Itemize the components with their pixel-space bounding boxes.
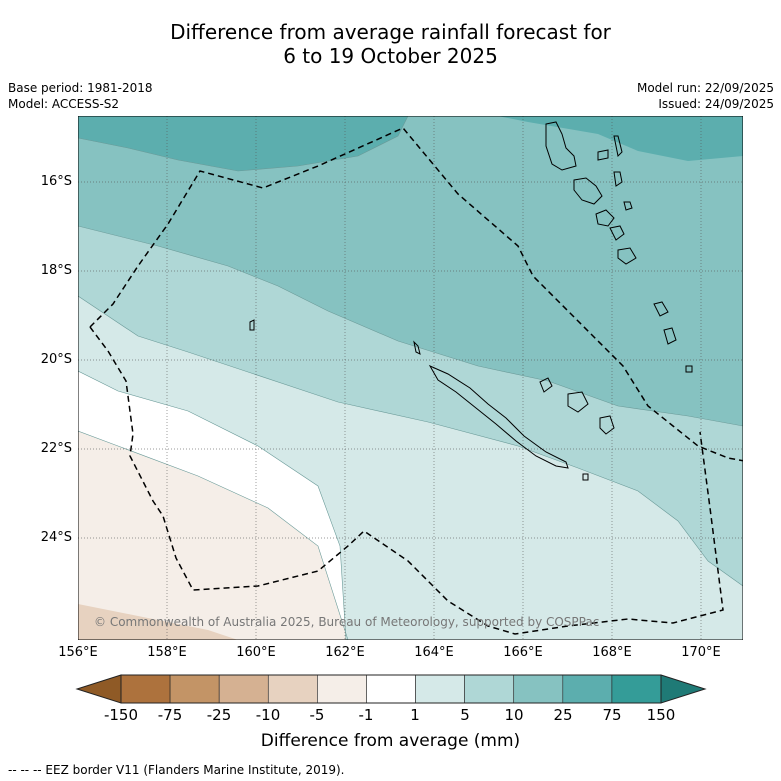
lat-label: 22°S [40, 441, 72, 456]
band-1-to-5 [78, 296, 743, 640]
island-ambrym [623, 201, 633, 211]
colorbar-tick-label: -10 [255, 706, 281, 724]
lon-label: 162°E [325, 645, 365, 660]
colorbar-cell [120, 674, 171, 704]
colorbar-cell [169, 674, 220, 704]
band-minus-5-to-minus-10 [78, 604, 238, 640]
model-run: Model run: 22/09/2025 [636, 81, 774, 95]
island-ambae [613, 171, 623, 187]
lon-label: 168°E [592, 645, 632, 660]
island-efate [595, 209, 615, 227]
island-loyalty-north [663, 327, 677, 345]
lon-label: 158°E [147, 645, 187, 660]
band-5-to-10 [78, 226, 743, 586]
colorbar-extend-high [660, 674, 707, 704]
lon-label: 160°E [236, 645, 276, 660]
colorbar-tick-label: 10 [504, 706, 524, 724]
island-hunter [653, 301, 669, 317]
island-maewo [613, 135, 623, 158]
eez-border [89, 127, 743, 462]
lon-label: 166°E [503, 645, 543, 660]
copyright-notice: © Commonwealth of Australia 2025, Bureau… [94, 615, 600, 629]
lat-label: 20°S [40, 352, 72, 367]
title-line-2: 6 to 19 October 2025 [283, 44, 498, 68]
rainfall-map [78, 116, 743, 640]
colorbar-tick-label: 5 [460, 706, 470, 724]
colorbar-cell [513, 674, 564, 704]
island-lifou [539, 377, 553, 393]
island-aneityum [685, 365, 693, 373]
model-name: Model: ACCESS-S2 [8, 97, 120, 111]
colorbar-cell [218, 674, 269, 704]
lon-label: 156°E [58, 645, 98, 660]
island-reef-west [249, 319, 255, 331]
colorbar [75, 674, 707, 704]
colorbar-cell [464, 674, 515, 704]
contour-lines [78, 116, 743, 640]
colorbar-tick-label: 25 [553, 706, 573, 724]
gridlines [78, 116, 743, 640]
colorbar-cell [415, 674, 465, 704]
lat-label: 16°S [40, 174, 72, 189]
lat-label: 18°S [40, 263, 72, 278]
colorbar-title: Difference from average (mm) [260, 731, 521, 751]
colorbar-tick-label: 1 [410, 706, 420, 724]
islands [249, 121, 693, 481]
lat-label: 24°S [40, 530, 72, 545]
island-espiritu-santo [545, 121, 577, 171]
island-erromango [609, 225, 625, 241]
title-line-1: Difference from average rainfall forecas… [170, 20, 611, 44]
colorbar-cell [267, 674, 318, 704]
eez-footnote: -- -- -- EEZ border V11 (Flanders Marine… [8, 763, 345, 777]
island-reef-east [413, 340, 421, 355]
island-pentecost [597, 149, 609, 161]
colorbar-cell [366, 674, 416, 704]
colorbar-cell [317, 674, 367, 704]
colorbar-extend-low [75, 674, 122, 704]
island-new-caledonia [428, 364, 569, 469]
colorbar-cells [75, 674, 707, 704]
island-ouvea [599, 415, 615, 435]
colorbar-tick-label: -1 [358, 706, 374, 724]
issued-date: Issued: 24/09/2025 [658, 97, 774, 111]
island-tanna [617, 247, 637, 265]
colorbar-tick-label: 75 [602, 706, 622, 724]
base-period: Base period: 1981-2018 [8, 81, 153, 95]
lon-label: 170°E [681, 645, 721, 660]
colorbar-tick-label: -5 [309, 706, 325, 724]
band-minus-1-to-minus-5 [78, 431, 348, 640]
colorbar-tick-label: -150 [103, 706, 139, 724]
island-malakula [573, 177, 603, 205]
island-matthew [582, 473, 589, 481]
lon-label: 164°E [414, 645, 454, 660]
colorbar-cell [611, 674, 662, 704]
eez-border [89, 326, 724, 635]
island-mare [567, 391, 589, 413]
band-25-to-75 [78, 116, 743, 171]
colorbar-tick-label: 150 [646, 706, 676, 724]
colorbar-cell [562, 674, 613, 704]
colorbar-tick-label: -25 [206, 706, 232, 724]
colorbar-tick-label: -75 [157, 706, 183, 724]
